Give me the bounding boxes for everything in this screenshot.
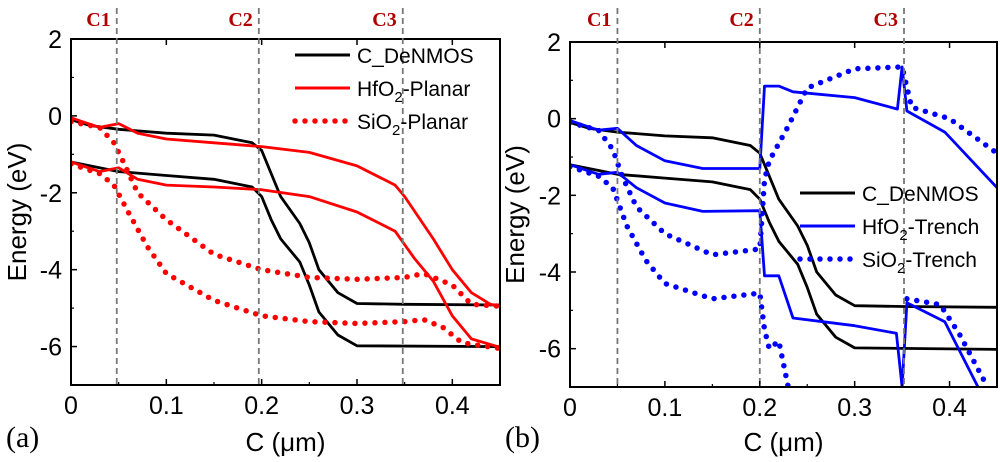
series-line-sio2-trench-band-2 [904,296,991,387]
y-tick-label: -6 [539,336,561,364]
series-group [71,116,500,352]
legend-label: SiO2-Planar [357,111,468,139]
x-tick-label: 0 [64,392,78,420]
marker-label-c2: C2 [729,9,753,31]
series-group [570,64,997,387]
legend-label: SiO2-Trench [862,249,977,277]
series-line-c-denmos-band-0 [570,121,997,309]
legend-label-main: SiO [862,249,897,272]
legend-label-subscript: 2 [897,260,905,277]
x-tick-label: 0 [563,394,577,422]
y-tick-label: -2 [539,182,561,210]
legend-label-subscript: 2 [394,89,402,106]
series-line-c-denmos-band-1 [570,163,997,351]
x-tick-label: 0.3 [340,392,375,420]
legend-label-subscript: 2 [392,122,400,139]
x-tick-label: 0.1 [648,394,683,422]
y-tick-label: -6 [40,334,62,362]
y-tick-label: -4 [40,257,62,285]
y-tick-label: 0 [48,103,62,131]
marker-label-c1: C1 [587,9,611,31]
series-line-hfo2-trench-band-0 [570,65,997,189]
legend-label-main: SiO [357,111,392,134]
legend-label-rest: -Planar [400,111,468,134]
y-tick-label: -4 [539,259,561,287]
legend-label-rest: -Trench [908,216,980,239]
legend-label-rest: -Planar [403,78,471,101]
plot-frame [70,38,501,386]
y-tick-label: -2 [40,180,62,208]
y-tick-label: 2 [547,29,561,57]
marker-label-c3: C3 [372,9,396,31]
marker-label-c3: C3 [874,9,898,31]
x-tick-label: 0.1 [149,392,184,420]
panel-label: (b) [505,421,540,454]
y-axis-label: Energy (eV) [500,145,530,284]
x-tick-label: 0.2 [244,392,279,420]
chart-panel-b: C1 C2 C3 0 0.1 0.2 0.3 0.4 2 0 -2 -4 -6 C (μm) Energy … [500,8,998,457]
series-line-c-denmos-band-0 [71,118,500,307]
marker-label-c1: C1 [86,9,110,31]
x-tick-label: 0.4 [435,392,470,420]
series-line-sio2-trench-band-0 [570,64,997,258]
y-axis-label: Energy (eV) [2,143,32,282]
legend-label-subscript: 2 [899,227,907,244]
legend-label: C_DeNMOS [862,183,979,206]
series-line-c-denmos-band-1 [71,160,500,348]
series-line-hfo2-trench-band-1 [570,163,980,387]
legend-label-main: HfO [357,78,394,101]
x-tick-label: 0.2 [742,394,777,422]
legend-label-main: HfO [862,216,899,239]
x-axis-label: C (μm) [744,427,824,457]
legend-label: HfO2-Planar [357,78,470,106]
marker-label-c2: C2 [228,9,252,31]
legend-label-rest: -Trench [905,249,977,272]
series-line-sio2-trench-band-1 [570,163,791,387]
x-tick-label: 0.3 [837,394,872,422]
panel-label: (a) [6,421,39,454]
chart-panel-a: C1 C2 C3 0 0.1 0.2 0.3 0.4 2 0 -2 -4 -6 C (μm) Energy … [2,8,501,457]
y-tick-label: 2 [48,26,62,54]
x-tick-label: 0.4 [932,394,967,422]
plot-frame [569,41,998,388]
series-line-hfo2-planar-band-1 [71,160,500,349]
series-line-hfo2-planar-band-0 [71,116,500,308]
legend-label: HfO2-Trench [862,216,979,244]
legend-label: C_DeNMOS [357,45,474,68]
x-axis-label: C (μm) [246,427,326,457]
y-tick-label: 0 [547,106,561,134]
series-line-sio2-planar-band-1 [71,161,500,352]
